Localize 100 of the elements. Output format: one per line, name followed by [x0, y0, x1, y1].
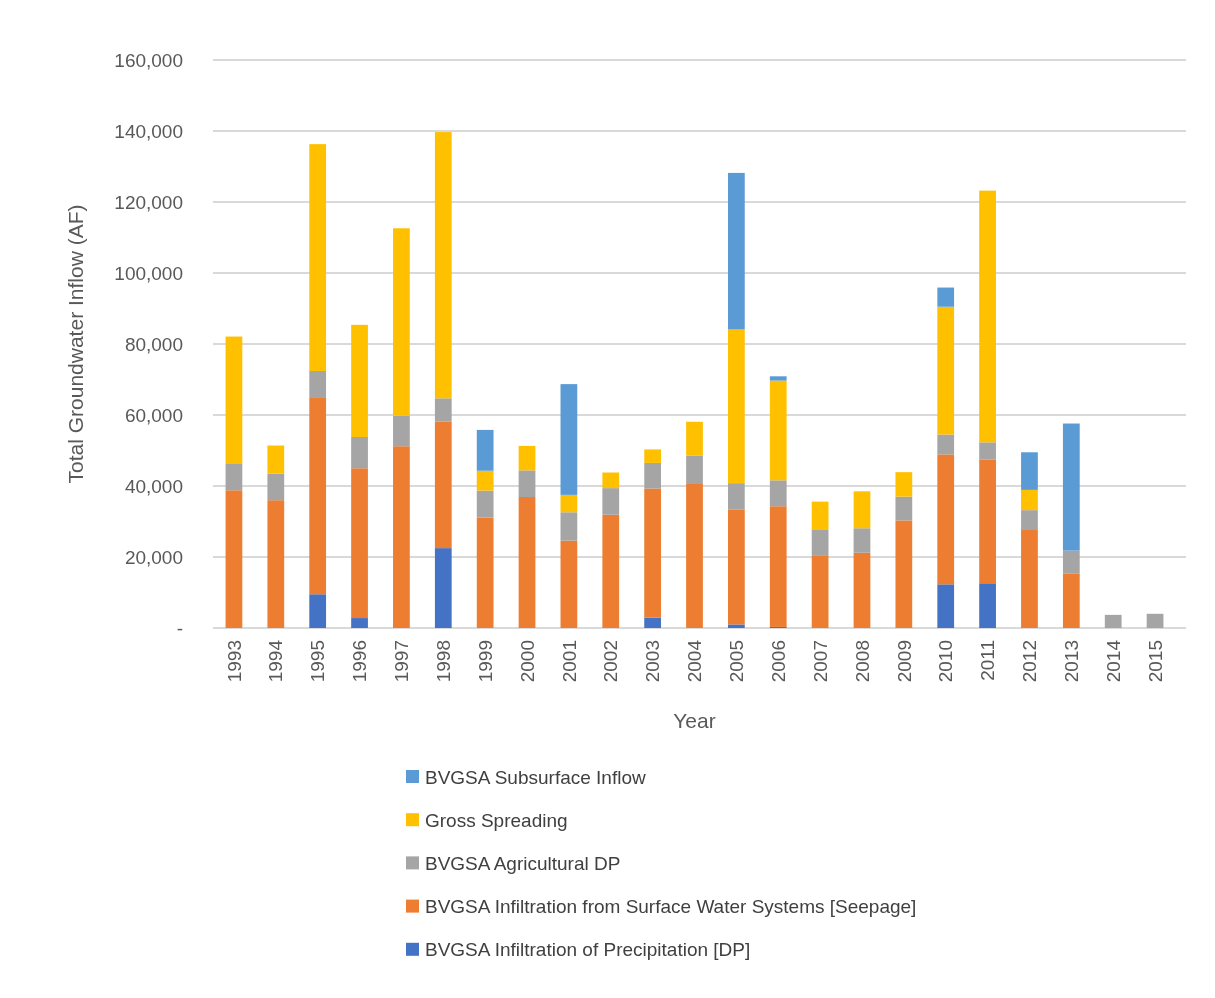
y-tick-label: 40,000	[124, 475, 183, 497]
bar	[769, 380, 787, 481]
x-tick-label: 2003	[642, 640, 664, 683]
bar	[434, 421, 452, 549]
bar	[644, 617, 661, 628]
bar	[1021, 530, 1038, 628]
legend-label: BVGSA Infiltration from Surface Water Systems [Seepage]	[425, 896, 917, 918]
bar	[728, 172, 745, 330]
bar	[1146, 613, 1164, 628]
x-tick-label: 1995	[307, 640, 329, 683]
x-tick-label: 1993	[223, 640, 245, 683]
x-tick-label: 2012	[1019, 640, 1041, 683]
bar	[979, 459, 996, 584]
legend-label: BVGSA Subsurface Inflow	[425, 766, 647, 788]
y-tick-label: 80,000	[124, 333, 183, 355]
bar	[853, 552, 871, 628]
bar	[1021, 510, 1038, 531]
bar	[811, 530, 829, 556]
x-axis-title: Year	[673, 709, 716, 732]
x-tick-label: 2010	[935, 640, 957, 683]
x-tick-label: 1998	[432, 640, 454, 683]
bar	[644, 462, 661, 489]
bar	[476, 490, 494, 518]
bar	[560, 540, 578, 628]
bar	[560, 384, 578, 495]
bar	[476, 517, 494, 628]
x-tick-label: 2006	[767, 640, 789, 683]
bar	[518, 497, 536, 628]
bar	[602, 488, 620, 515]
bar	[728, 483, 745, 510]
bar	[560, 494, 578, 513]
x-tick-label: 2013	[1060, 640, 1082, 683]
x-tick-label: 1996	[349, 640, 371, 683]
bar	[853, 491, 871, 529]
bar	[686, 455, 703, 484]
bar	[267, 445, 285, 474]
bar	[937, 306, 955, 435]
bar	[979, 583, 996, 628]
y-tick-label: 60,000	[124, 404, 183, 426]
bar	[728, 624, 745, 628]
x-tick-label: 2001	[558, 640, 580, 683]
y-axis-title: Total Groundwater Inflow (AF)	[64, 204, 87, 484]
bar	[895, 520, 913, 628]
bar	[351, 437, 368, 469]
x-tick-label: 2008	[851, 640, 873, 683]
bar	[686, 483, 703, 628]
bar	[309, 144, 327, 371]
bar	[434, 132, 452, 399]
bar	[979, 442, 996, 460]
bar	[937, 434, 955, 455]
x-tick-label: 2002	[600, 640, 622, 683]
bar	[644, 449, 661, 463]
bar	[225, 490, 243, 628]
bar	[1021, 452, 1038, 490]
bar	[937, 584, 955, 628]
bar	[309, 594, 327, 628]
legend-label: BVGSA Agricultural DP	[425, 853, 621, 875]
bar	[644, 488, 661, 618]
legend-label: BVGSA Infiltration of Precipitation [DP]	[425, 939, 751, 961]
bar	[895, 472, 913, 497]
legend-label: Gross Spreading	[425, 809, 568, 831]
x-tick-label: 2015	[1144, 640, 1166, 683]
bar	[811, 501, 829, 531]
bar	[602, 472, 620, 489]
bar	[979, 190, 996, 443]
bar	[518, 470, 536, 498]
x-tick-label: 2000	[516, 640, 538, 683]
bar	[895, 496, 913, 521]
bar	[728, 329, 745, 484]
y-tick-label: -	[176, 617, 183, 639]
bar	[811, 555, 829, 628]
bar	[309, 370, 327, 398]
bar	[225, 336, 243, 464]
bar	[476, 429, 494, 471]
bar	[728, 509, 745, 625]
bar	[393, 228, 410, 416]
bar	[1104, 614, 1122, 628]
x-tick-label: 1997	[391, 640, 413, 683]
y-tick-label: 100,000	[114, 262, 183, 284]
bar	[937, 287, 955, 307]
bar	[434, 398, 452, 422]
bar	[225, 463, 243, 491]
bar	[267, 500, 285, 628]
y-tick-label: 140,000	[114, 120, 183, 142]
bar	[1062, 423, 1080, 551]
y-tick-label: 160,000	[114, 49, 183, 71]
bar	[393, 446, 410, 628]
bar	[351, 618, 368, 628]
x-tick-label: 2014	[1102, 639, 1124, 683]
bar	[518, 445, 536, 471]
bar	[1062, 550, 1080, 574]
bar	[686, 421, 703, 456]
bar	[769, 480, 787, 507]
y-tick-label: 20,000	[124, 546, 183, 568]
x-tick-label: 2009	[893, 640, 915, 683]
bar	[602, 514, 620, 628]
bar	[476, 470, 494, 491]
bar	[393, 415, 410, 447]
bar	[1021, 489, 1038, 511]
bar	[351, 468, 368, 619]
